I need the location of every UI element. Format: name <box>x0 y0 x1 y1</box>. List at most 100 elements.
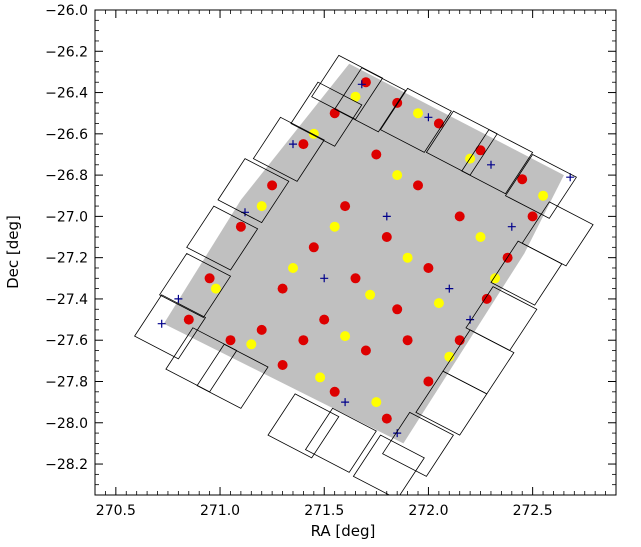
data-point <box>481 293 492 304</box>
plus-marker <box>566 173 575 182</box>
y-tick-label: −27.0 <box>45 209 88 225</box>
tile-outline <box>159 252 232 319</box>
data-point <box>381 232 392 242</box>
data-point <box>392 170 403 181</box>
tile-outline <box>382 411 454 477</box>
data-point <box>329 221 340 232</box>
plus-marker <box>424 113 433 122</box>
data-point <box>402 252 413 263</box>
tile-outline <box>252 116 325 182</box>
data-point <box>183 314 194 325</box>
y-axis-title: Dec [deg] <box>4 215 22 289</box>
plus-marker <box>157 319 166 328</box>
data-point <box>235 221 246 232</box>
data-point <box>360 345 371 356</box>
y-tick-label: −27.4 <box>45 292 88 308</box>
tile-outline <box>134 294 207 360</box>
data-point <box>298 335 309 346</box>
y-tick-label: −26.8 <box>45 168 88 184</box>
data-point <box>402 335 413 346</box>
tile-outline <box>217 158 290 224</box>
data-point <box>413 180 423 191</box>
y-tick-label: −27.8 <box>45 374 88 390</box>
data-point <box>329 386 340 397</box>
plus-marker <box>174 294 183 303</box>
data-point <box>210 283 221 294</box>
y-tick-label: −27.6 <box>45 333 88 349</box>
plot-content <box>134 54 594 495</box>
tile-outline <box>521 201 594 267</box>
data-point <box>475 232 486 242</box>
data-point <box>444 351 455 362</box>
data-point <box>433 118 444 129</box>
y-tick-label: −26.2 <box>45 44 88 60</box>
y-tick-label: −27.2 <box>45 251 88 267</box>
x-tick-label: 272.0 <box>408 503 448 519</box>
data-point <box>340 331 351 342</box>
series-0 <box>183 77 538 424</box>
data-point <box>225 335 236 346</box>
plus-marker <box>507 222 516 231</box>
data-point <box>371 149 382 160</box>
axes: 270.5 271.0 271.5 272.0 272.5 −26.0 −26.2 −26.4… <box>45 3 617 519</box>
data-point <box>538 190 549 201</box>
x-tick-label: 270.5 <box>96 503 136 519</box>
x-tick-label: 271.0 <box>200 503 240 519</box>
tile-outline <box>504 153 577 219</box>
data-point <box>288 263 298 273</box>
tile-outline <box>290 81 363 147</box>
tile-outline <box>196 343 269 409</box>
x-tick-label: 272.5 <box>513 503 553 519</box>
tile-outline <box>465 286 538 352</box>
data-point <box>256 324 267 335</box>
x-tick-label: 271.5 <box>304 503 344 519</box>
plus-marker <box>357 80 366 89</box>
data-point <box>413 108 423 119</box>
data-point <box>433 298 444 309</box>
data-point <box>527 211 538 222</box>
data-point <box>517 174 528 185</box>
tile-outline <box>186 205 259 271</box>
data-point <box>277 360 288 370</box>
tile-outline <box>267 393 340 459</box>
y-tick-label: −28.0 <box>45 416 88 432</box>
tile-outline <box>461 129 534 195</box>
data-point <box>340 201 351 212</box>
data-point <box>319 314 330 325</box>
plus-marker <box>487 160 495 169</box>
series-1 <box>210 91 549 408</box>
tile-outline <box>379 87 452 153</box>
data-point <box>454 211 465 222</box>
y-tick-label: −26.0 <box>45 3 88 19</box>
tile-outline <box>352 434 425 495</box>
data-point <box>204 273 215 284</box>
data-point <box>315 372 326 383</box>
plus-marker <box>445 284 454 293</box>
data-point <box>365 289 376 300</box>
plus-marker <box>341 398 350 407</box>
data-point <box>423 263 434 273</box>
plus-marker <box>320 274 329 283</box>
tile-outlines <box>134 54 594 495</box>
data-point <box>350 91 361 102</box>
data-point <box>267 180 278 191</box>
data-point <box>256 201 267 212</box>
y-tick-label: −26.4 <box>45 86 88 102</box>
x-axis-title: RA [deg] <box>311 522 376 540</box>
data-point <box>350 273 361 284</box>
plot-area <box>134 54 594 495</box>
plus-marker <box>289 140 297 149</box>
data-point <box>475 145 486 156</box>
data-point <box>246 339 257 350</box>
data-point <box>308 242 319 253</box>
plus-marker <box>393 429 402 438</box>
data-point <box>392 304 403 315</box>
data-point <box>454 335 465 346</box>
tile-outline <box>304 407 377 473</box>
y-tick-label: −26.6 <box>45 127 88 143</box>
data-point <box>277 283 288 294</box>
data-point <box>490 273 501 284</box>
survey-footprint <box>163 63 564 444</box>
y-tick-label: −28.2 <box>45 457 88 473</box>
